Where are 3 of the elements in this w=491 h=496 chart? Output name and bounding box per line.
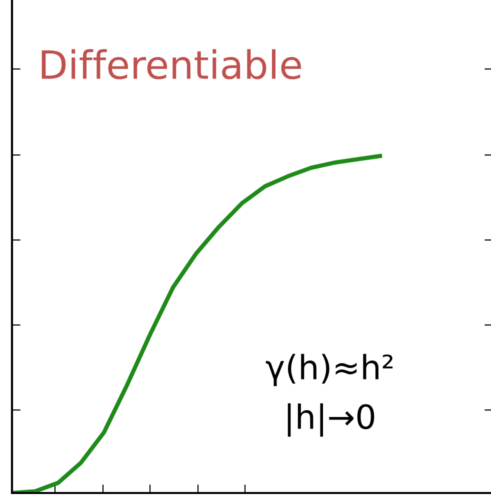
- annotation: γ(h)≈h²: [266, 354, 393, 386]
- chart-title: Differentiable: [42, 49, 301, 80]
- annotation: |h|→0: [288, 403, 374, 437]
